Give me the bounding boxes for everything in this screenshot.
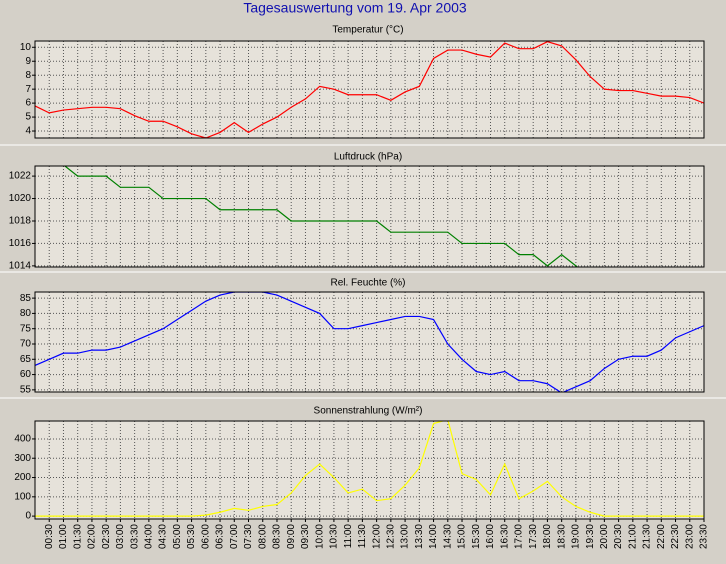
x-tick-label: 03:00	[115, 524, 126, 549]
x-tick-label: 08:30	[272, 524, 283, 549]
panel-title: Temperatur (°C)	[332, 25, 403, 36]
plot-area	[34, 420, 705, 520]
y-tick-label: 70	[20, 339, 32, 350]
x-tick-label: 02:30	[101, 524, 112, 549]
y-tick-label: 65	[20, 354, 32, 365]
plot-frame	[34, 165, 705, 268]
x-tick-label: 15:00	[457, 524, 468, 549]
y-tick-label: 100	[14, 491, 31, 502]
x-tick-label: 03:30	[129, 524, 140, 549]
x-tick-label: 10:00	[314, 524, 325, 549]
plot-area	[34, 291, 705, 393]
x-tick-label: 07:30	[243, 524, 254, 549]
x-tick-label: 16:30	[499, 524, 510, 549]
y-tick-label: 7	[25, 84, 31, 95]
y-tick-label: 0	[25, 511, 31, 522]
x-tick-label: 01:30	[72, 524, 83, 549]
x-tick-label: 09:00	[286, 524, 297, 549]
y-tick-label: 1022	[9, 171, 32, 182]
y-tick-label: 9	[25, 56, 31, 67]
data-line	[35, 41, 704, 138]
y-tick-label: 5	[25, 112, 31, 123]
panel-title: Rel. Feuchte (%)	[330, 278, 405, 289]
y-tick-label: 300	[14, 453, 31, 464]
x-tick-label: 04:00	[144, 524, 155, 549]
x-tick-label: 14:00	[428, 524, 439, 549]
page-title: Tagesauswertung vom 19. Apr 2003	[243, 0, 467, 16]
plot-area	[34, 165, 705, 268]
y-tick-label: 400	[14, 434, 31, 445]
x-tick-label: 06:30	[215, 524, 226, 549]
x-tick-label: 23:30	[699, 524, 710, 549]
y-tick-label: 1016	[9, 238, 32, 249]
x-tick-label: 08:00	[257, 524, 268, 549]
x-tick-label: 13:00	[400, 524, 411, 549]
x-tick-label: 21:30	[642, 524, 653, 549]
y-tick-label: 6	[25, 98, 31, 109]
plot-frame	[34, 40, 705, 139]
x-tick-label: 16:00	[485, 524, 496, 549]
x-tick-label: 05:00	[172, 524, 183, 549]
x-tick-label: 11:00	[343, 524, 354, 549]
x-tick-label: 18:00	[542, 524, 553, 549]
x-tick-label: 22:30	[670, 524, 681, 549]
x-tick-label: 17:30	[528, 524, 539, 549]
x-tick-label: 05:30	[186, 524, 197, 549]
y-tick-label: 1018	[9, 216, 32, 227]
x-tick-label: 20:00	[599, 524, 610, 549]
data-line	[35, 292, 704, 392]
x-tick-label: 00:30	[44, 524, 55, 549]
x-tick-label: 11:30	[357, 524, 368, 549]
y-tick-label: 60	[20, 369, 32, 380]
y-tick-label: 1020	[9, 193, 32, 204]
x-tick-label: 07:00	[229, 524, 240, 549]
x-tick-label: 22:00	[656, 524, 667, 549]
x-tick-label: 09:30	[300, 524, 311, 549]
x-tick-label: 06:00	[200, 524, 211, 549]
x-tick-label: 04:30	[158, 524, 169, 549]
y-tick-label: 4	[25, 126, 31, 137]
y-tick-label: 55	[20, 384, 32, 395]
x-tick-label: 15:30	[471, 524, 482, 549]
plot-frame	[34, 420, 705, 520]
y-tick-label: 85	[20, 293, 32, 304]
x-tick-label: 17:00	[514, 524, 525, 549]
x-tick-label: 21:00	[627, 524, 638, 549]
plot-area	[34, 40, 705, 139]
y-tick-label: 10	[20, 42, 32, 53]
x-tick-label: 10:30	[329, 524, 340, 549]
x-tick-label: 12:00	[371, 524, 382, 549]
x-tick-label: 23:00	[684, 524, 695, 549]
x-tick-label: 01:00	[58, 524, 69, 549]
x-tick-label: 18:30	[556, 524, 567, 549]
x-tick-label: 20:30	[613, 524, 624, 549]
y-tick-label: 8	[25, 70, 31, 81]
plot-frame	[34, 291, 705, 393]
x-tick-label: 14:30	[442, 524, 453, 549]
y-tick-label: 80	[20, 308, 32, 319]
data-line	[63, 166, 579, 267]
x-tick-label: 19:30	[585, 524, 596, 549]
x-tick-label: 19:00	[571, 524, 582, 549]
data-line	[35, 421, 704, 517]
panel-title: Sonnenstrahlung (W/m²)	[314, 406, 423, 417]
x-tick-label: 12:30	[385, 524, 396, 549]
y-tick-label: 200	[14, 472, 31, 483]
panel-title: Luftdruck (hPa)	[334, 152, 402, 163]
y-tick-label: 1014	[9, 261, 32, 272]
y-tick-label: 75	[20, 323, 32, 334]
x-tick-label: 13:30	[414, 524, 425, 549]
x-tick-label: 02:00	[87, 524, 98, 549]
